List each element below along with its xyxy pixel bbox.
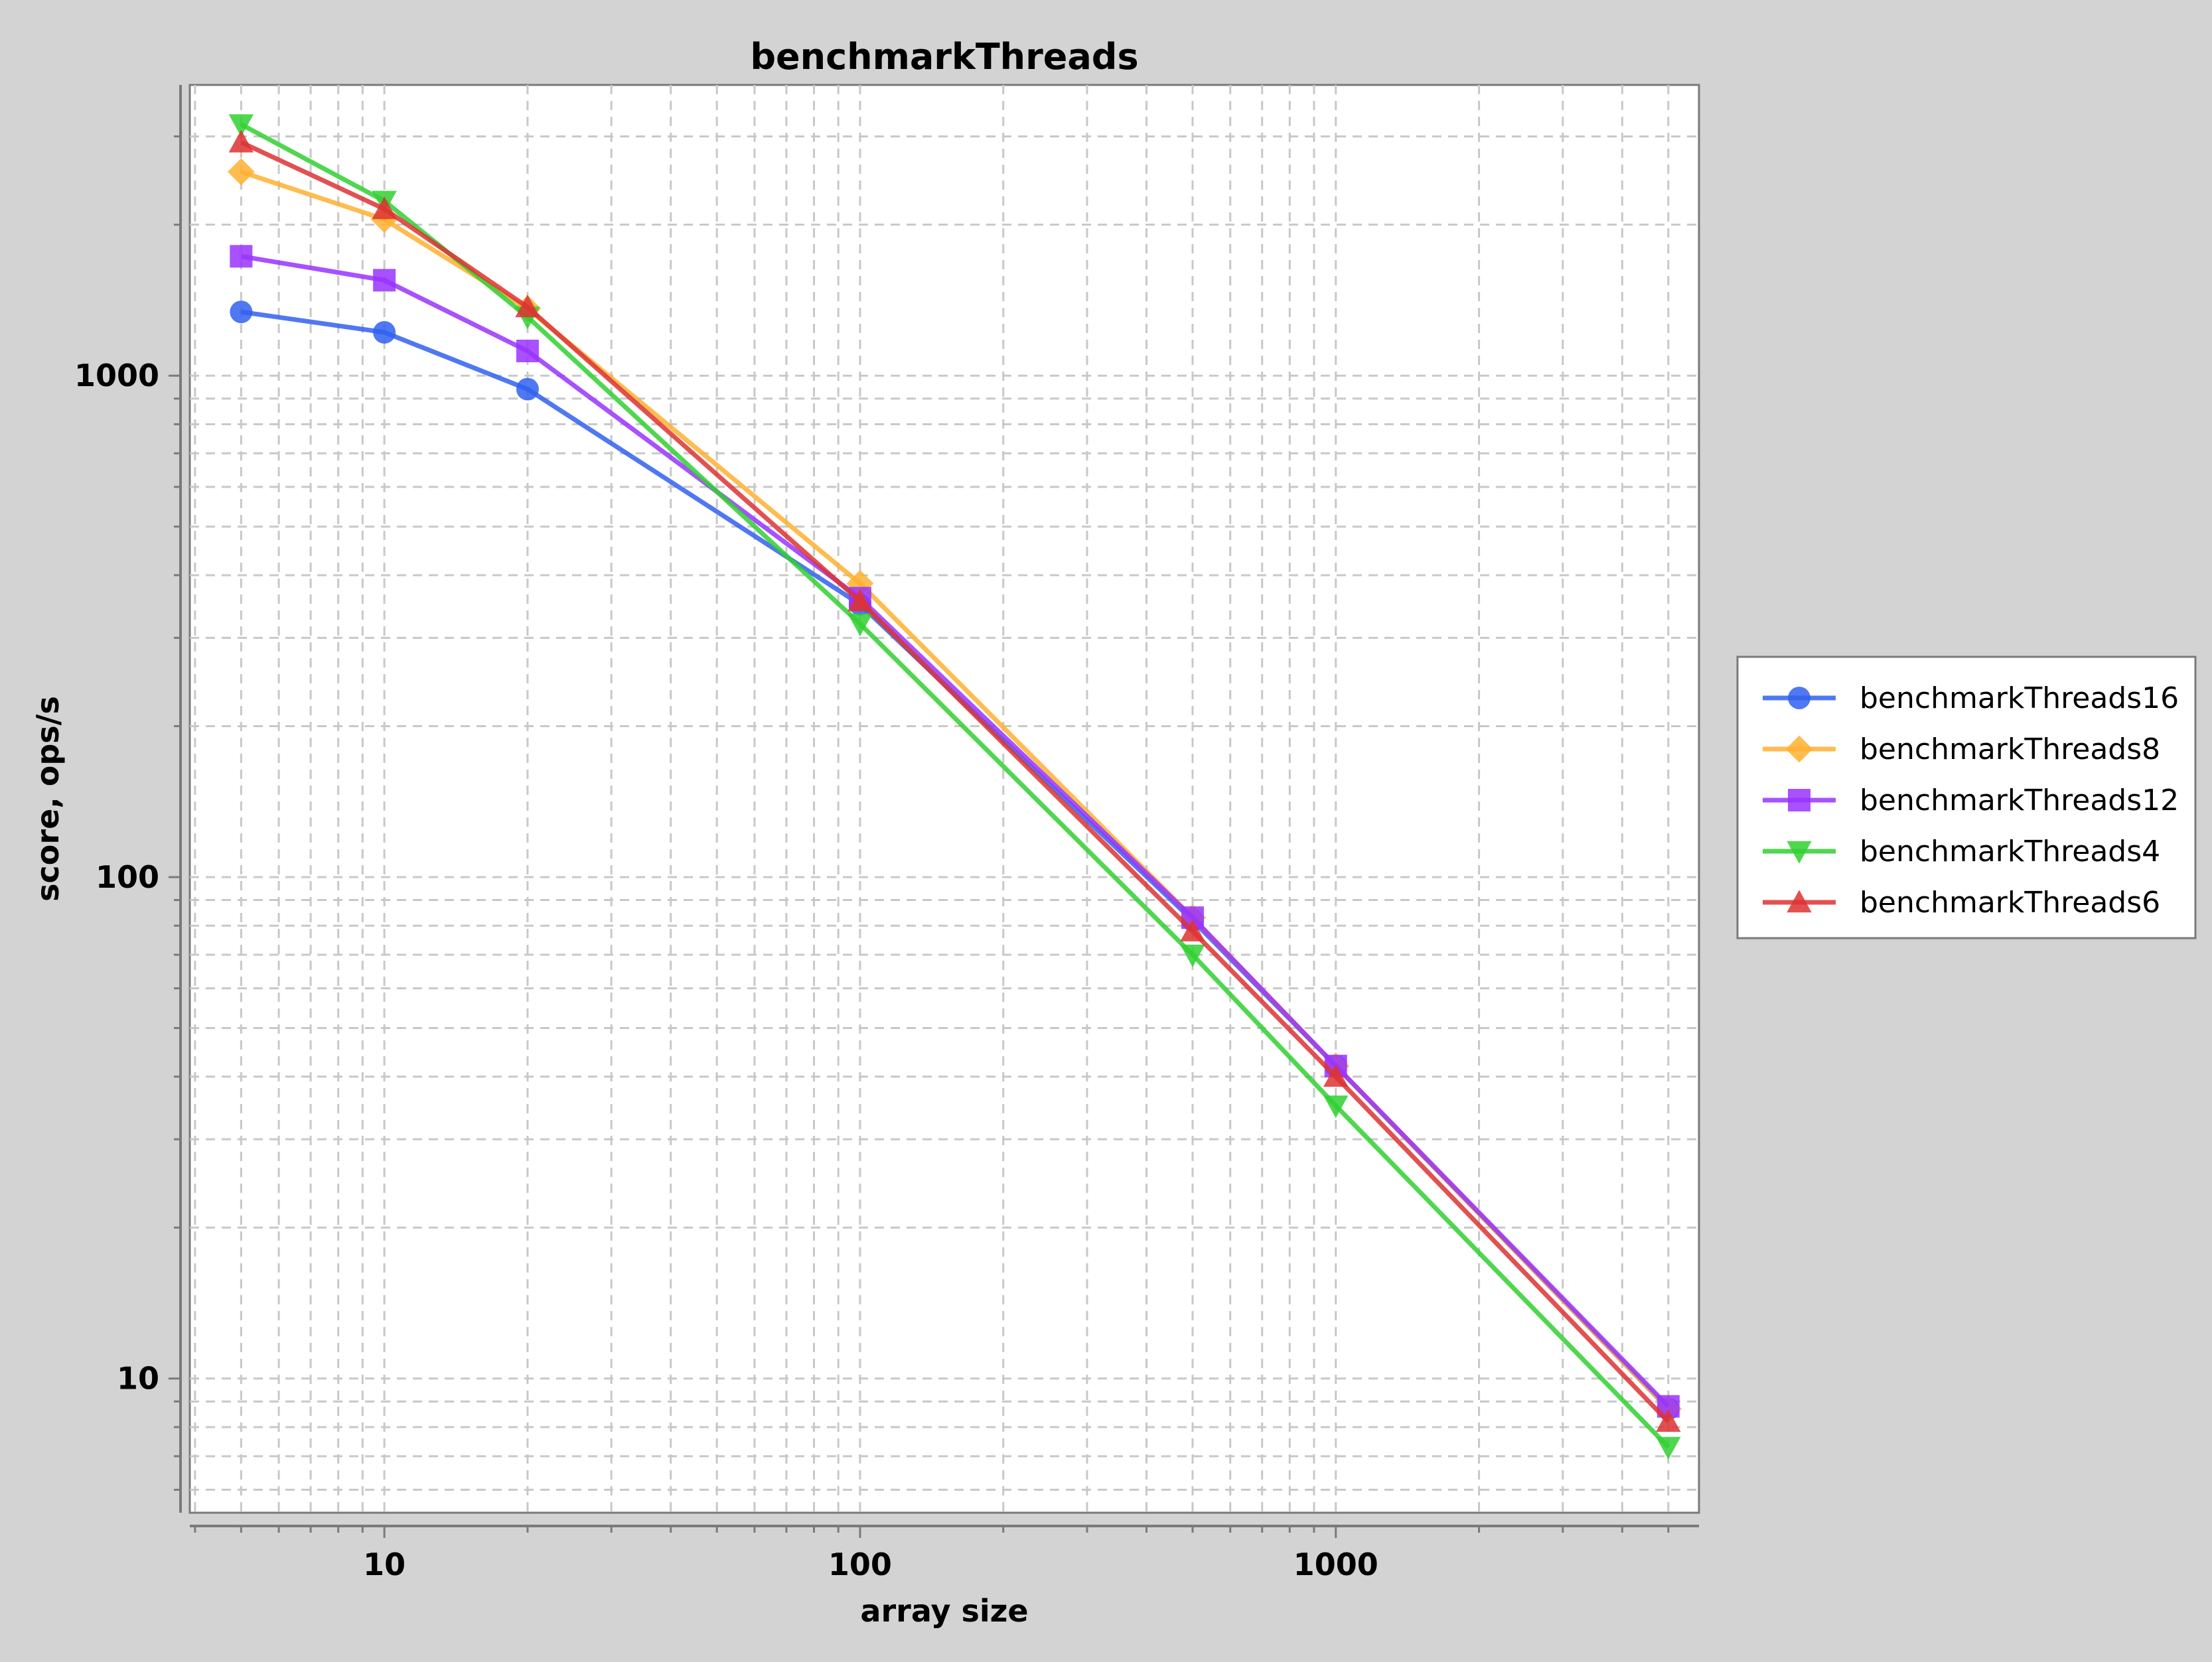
- legend-item: benchmarkThreads6: [1763, 886, 2160, 920]
- data-point-benchmarkThreads12: [516, 339, 539, 362]
- data-point-benchmarkThreads4: [1323, 1095, 1349, 1119]
- data-point-benchmarkThreads6: [228, 129, 254, 153]
- x-tick-label: 100: [828, 1547, 892, 1582]
- data-point-benchmarkThreads4: [1656, 1436, 1681, 1460]
- legend-item: benchmarkThreads16: [1763, 681, 2179, 715]
- y-tick-label: 1000: [74, 358, 159, 393]
- data-point-benchmarkThreads12: [373, 269, 396, 292]
- x-axis-label: array size: [860, 1593, 1028, 1629]
- chart-title: benchmarkThreads: [750, 36, 1138, 78]
- data-point-benchmarkThreads16: [230, 301, 253, 324]
- data-point-benchmarkThreads6: [515, 295, 540, 318]
- data-point-benchmarkThreads4: [848, 613, 873, 636]
- legend-label: benchmarkThreads12: [1860, 784, 2179, 817]
- data-point-benchmarkThreads4: [228, 114, 254, 137]
- data-point-benchmarkThreads16: [373, 320, 396, 344]
- series-layer: [227, 114, 1682, 1460]
- legend-label: benchmarkThreads16: [1860, 681, 2179, 715]
- legend-label: benchmarkThreads8: [1860, 732, 2160, 766]
- legend-marker: [1787, 890, 1812, 913]
- legend-marker: [1788, 789, 1810, 811]
- grid-lines: [190, 85, 1699, 1513]
- data-point-benchmarkThreads6: [1323, 1064, 1349, 1087]
- legend-item: benchmarkThreads4: [1763, 835, 2160, 868]
- y-tick-label: 10: [117, 1361, 159, 1397]
- data-point-benchmarkThreads6: [1656, 1409, 1681, 1432]
- data-point-benchmarkThreads12: [230, 245, 253, 268]
- x-tick-label: 10: [363, 1547, 406, 1582]
- legend-marker: [1787, 841, 1812, 864]
- plot-area: [188, 84, 1700, 1514]
- data-point-benchmarkThreads6: [1180, 918, 1205, 941]
- y-tick-label: 100: [96, 859, 159, 895]
- legend-item: benchmarkThreads12: [1763, 784, 2179, 817]
- x-tick-label: 1000: [1293, 1547, 1378, 1582]
- legend-marker: [1785, 735, 1813, 763]
- data-point-benchmarkThreads6: [372, 196, 397, 220]
- legend-marker: [1788, 687, 1810, 709]
- legend-label: benchmarkThreads6: [1860, 886, 2160, 920]
- legend-item: benchmarkThreads8: [1763, 732, 2160, 766]
- y-axis-label: score, ops/s: [30, 696, 66, 902]
- axes: 10 100 1000 10 100 1000: [74, 85, 1699, 1582]
- series-benchmarkThreads6: [228, 129, 1681, 1432]
- data-point-benchmarkThreads6: [848, 589, 873, 612]
- data-point-benchmarkThreads16: [516, 378, 539, 401]
- legend-label: benchmarkThreads4: [1860, 835, 2160, 868]
- legend: benchmarkThreads16 benchmarkThreads8 bench…: [1736, 656, 2197, 939]
- data-point-benchmarkThreads4: [1180, 944, 1205, 967]
- legend-box: [1736, 656, 2197, 939]
- data-point-benchmarkThreads8: [227, 158, 255, 186]
